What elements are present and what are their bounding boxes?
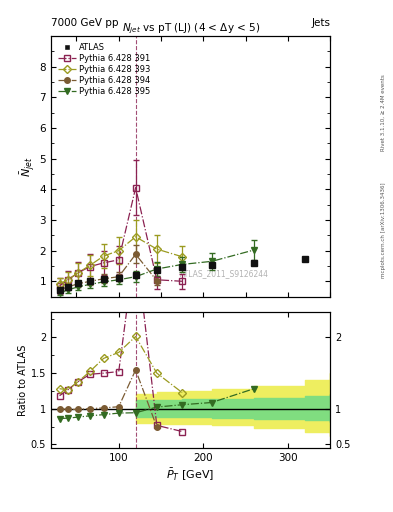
Text: Jets: Jets	[311, 18, 330, 28]
Y-axis label: Ratio to ATLAS: Ratio to ATLAS	[18, 344, 28, 416]
Text: ATLAS_2011_S9126244: ATLAS_2011_S9126244	[180, 269, 268, 278]
Text: Rivet 3.1.10, ≥ 2.4M events: Rivet 3.1.10, ≥ 2.4M events	[381, 74, 386, 151]
Text: mcplots.cern.ch [arXiv:1306.3436]: mcplots.cern.ch [arXiv:1306.3436]	[381, 183, 386, 278]
X-axis label: $\bar{P}_T$ [GeV]: $\bar{P}_T$ [GeV]	[167, 467, 215, 483]
Title: $N_{jet}$ vs pT (LJ) (4 < $\Delta$y < 5): $N_{jet}$ vs pT (LJ) (4 < $\Delta$y < 5)	[121, 22, 260, 36]
Legend: ATLAS, Pythia 6.428 391, Pythia 6.428 393, Pythia 6.428 394, Pythia 6.428 395: ATLAS, Pythia 6.428 391, Pythia 6.428 39…	[55, 40, 153, 98]
Text: 7000 GeV pp: 7000 GeV pp	[51, 18, 119, 28]
Y-axis label: $\bar{N}_{jet}$: $\bar{N}_{jet}$	[18, 156, 37, 177]
